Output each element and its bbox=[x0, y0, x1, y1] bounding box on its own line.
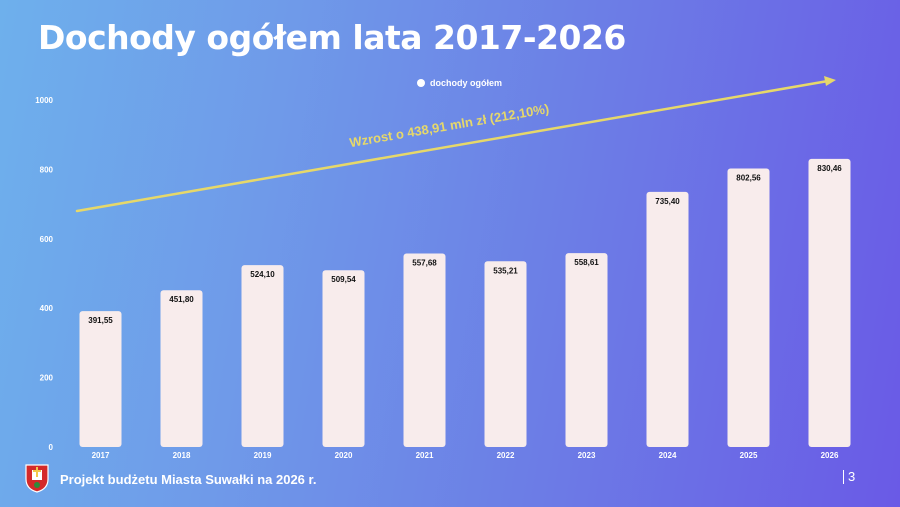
bar-value-label: 735,40 bbox=[655, 197, 680, 206]
bar-value-label: 524,10 bbox=[250, 270, 275, 279]
bar bbox=[79, 311, 122, 447]
city-crest-logo bbox=[25, 464, 49, 493]
bar bbox=[565, 253, 608, 447]
bar bbox=[646, 191, 689, 447]
bar-value-label: 535,21 bbox=[493, 266, 518, 275]
bar bbox=[322, 270, 365, 447]
bar bbox=[808, 158, 851, 447]
bar bbox=[160, 290, 203, 447]
bar-value-label: 509,54 bbox=[331, 275, 356, 284]
trend-arrow-head bbox=[824, 76, 836, 86]
y-tick-label: 0 bbox=[49, 443, 54, 452]
y-tick-label: 400 bbox=[40, 304, 54, 313]
x-tick-label: 2024 bbox=[659, 451, 677, 460]
bar bbox=[727, 168, 770, 448]
bar-value-label: 558,61 bbox=[574, 258, 599, 267]
bar bbox=[403, 253, 446, 447]
bar-chart: 0 200 400 600 800 1000 391,55 2017 451,80 2018 524… bbox=[35, 76, 851, 460]
chart-legend: dochody ogółem bbox=[417, 78, 502, 88]
x-tick-label: 2020 bbox=[335, 451, 353, 460]
x-tick-label: 2018 bbox=[173, 451, 191, 460]
x-tick-label: 2022 bbox=[497, 451, 515, 460]
legend-label: dochody ogółem bbox=[430, 78, 502, 88]
bar-value-label: 557,68 bbox=[412, 258, 437, 267]
footer: Projekt budżetu Miasta Suwałki na 2026 r… bbox=[0, 460, 900, 500]
growth-annotation: Wzrost o 438,91 mln zł (212,10%) bbox=[348, 101, 550, 150]
bar-value-label: 451,80 bbox=[169, 295, 194, 304]
y-tick-label: 600 bbox=[40, 235, 54, 244]
legend-marker bbox=[417, 79, 425, 87]
x-tick-label: 2025 bbox=[740, 451, 758, 460]
y-tick-label: 200 bbox=[40, 374, 54, 383]
bar bbox=[484, 261, 527, 447]
bar-value-label: 830,46 bbox=[817, 164, 842, 173]
x-tick-label: 2026 bbox=[821, 451, 839, 460]
bar bbox=[241, 265, 284, 447]
page-title: Dochody ogółem lata 2017-2026 bbox=[38, 18, 626, 57]
trend-arrow-line bbox=[75, 79, 830, 213]
page-number: 3 bbox=[843, 470, 855, 484]
bar-value-label: 391,55 bbox=[88, 316, 113, 325]
footer-text: Projekt budżetu Miasta Suwałki na 2026 r… bbox=[60, 472, 317, 487]
x-tick-label: 2023 bbox=[578, 451, 596, 460]
x-tick-label: 2017 bbox=[92, 451, 110, 460]
y-tick-label: 1000 bbox=[35, 96, 53, 105]
x-tick-label: 2021 bbox=[416, 451, 434, 460]
y-tick-label: 800 bbox=[40, 165, 54, 174]
x-tick-label: 2019 bbox=[254, 451, 272, 460]
bar-value-label: 802,56 bbox=[736, 174, 761, 183]
